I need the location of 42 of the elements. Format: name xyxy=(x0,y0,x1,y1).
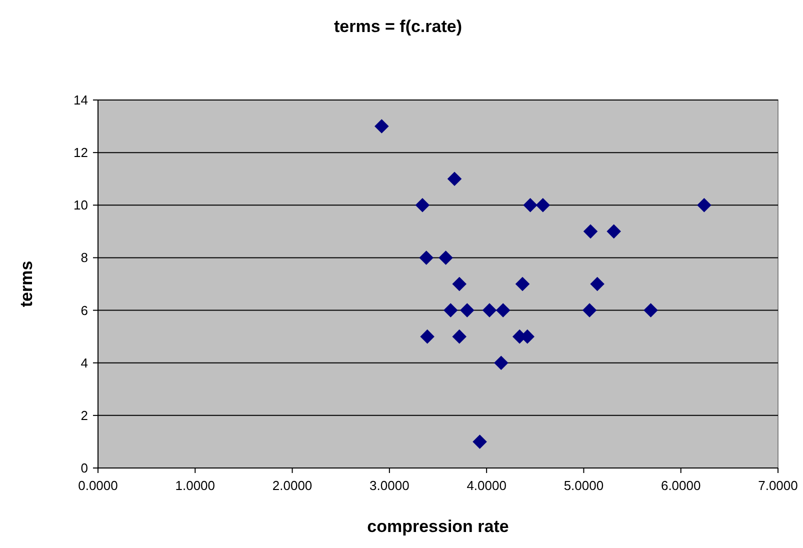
x-tick-label: 5.0000 xyxy=(564,478,604,493)
point xyxy=(447,172,462,186)
y-tick-label: 4 xyxy=(80,355,88,370)
y-tick-label: 8 xyxy=(80,250,88,266)
y-tick-label: 2 xyxy=(80,408,88,423)
y-tick-label: 6 xyxy=(80,302,88,318)
x-tick-label: 6.0000 xyxy=(660,478,701,493)
point xyxy=(452,329,467,344)
point xyxy=(590,276,604,292)
point xyxy=(452,276,467,292)
x-tick-label: 1.0000 xyxy=(175,478,216,493)
point xyxy=(482,303,497,318)
x-tick-label: 3.0000 xyxy=(370,478,410,493)
point xyxy=(523,198,538,212)
x-tick-label: 7.0000 xyxy=(758,478,798,493)
x-tick-label: 2.0000 xyxy=(272,478,312,493)
point xyxy=(494,356,508,370)
point xyxy=(438,250,453,265)
y-axis-title: terms xyxy=(17,260,36,308)
point xyxy=(697,198,712,212)
point xyxy=(443,303,458,318)
chart-title: terms = f(c.rate) xyxy=(334,17,462,36)
point xyxy=(536,198,550,212)
y-tick-label: 0 xyxy=(80,460,88,476)
point xyxy=(515,276,530,292)
point xyxy=(472,434,487,449)
point xyxy=(420,329,434,344)
y-tick-label: 14 xyxy=(74,92,88,108)
y-tick-label: 12 xyxy=(74,145,88,160)
x-tick-label: 4.0000 xyxy=(466,478,506,493)
x-axis-title: compression rate xyxy=(367,517,509,536)
x-tick-label: 0.0000 xyxy=(78,478,118,493)
point xyxy=(582,303,597,318)
point xyxy=(374,119,389,134)
point xyxy=(606,224,621,239)
point xyxy=(583,224,598,239)
y-tick-label: 10 xyxy=(74,198,88,213)
point xyxy=(496,303,510,318)
point xyxy=(419,250,434,265)
point xyxy=(644,303,658,318)
point xyxy=(415,198,430,212)
point xyxy=(460,303,474,318)
